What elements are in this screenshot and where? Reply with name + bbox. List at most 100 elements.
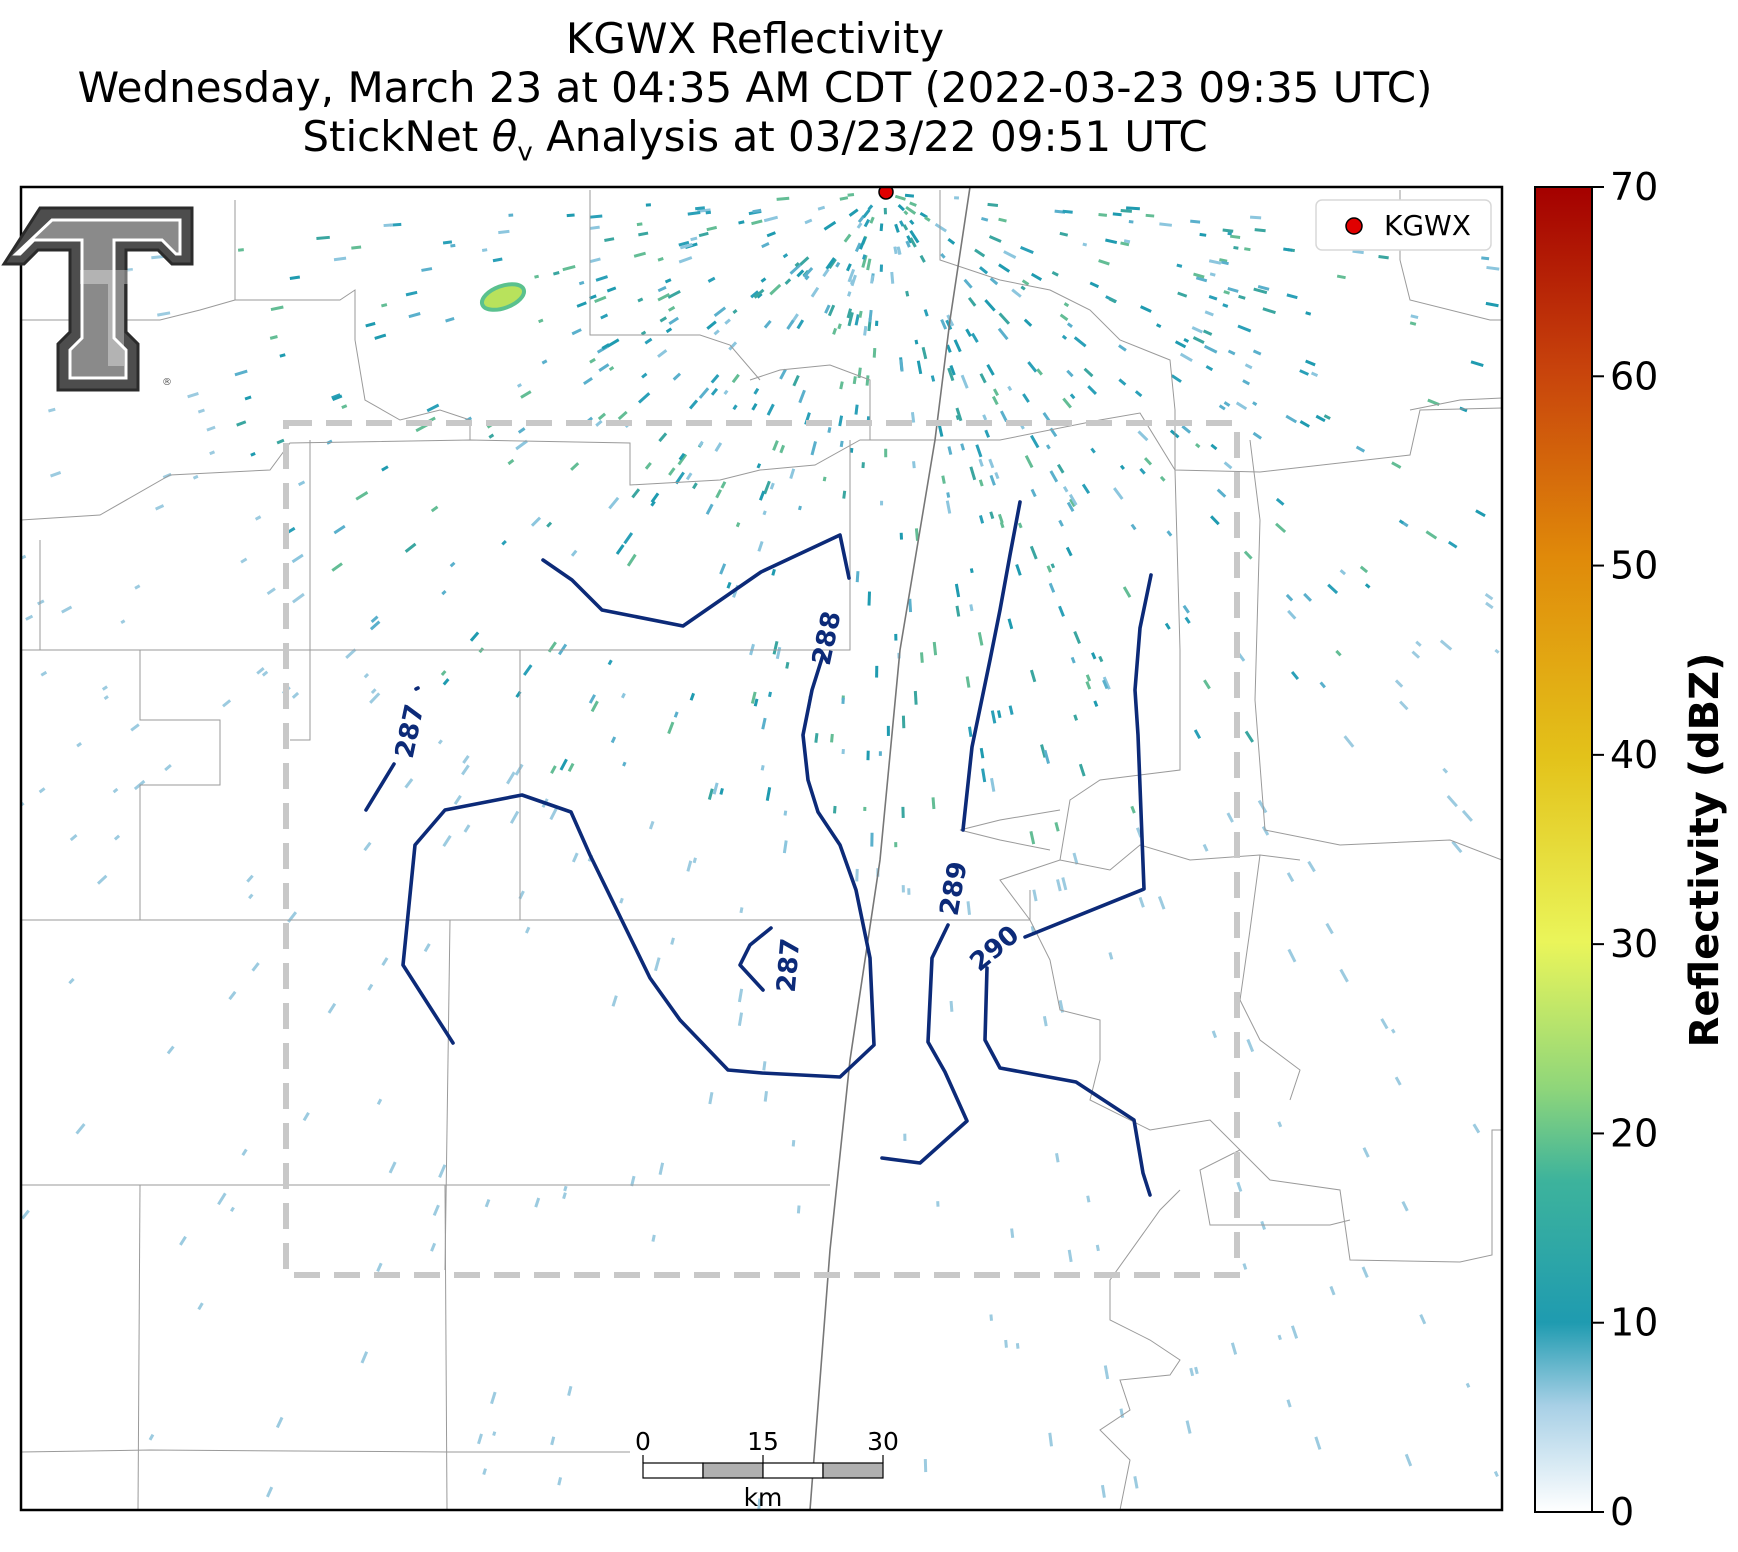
echo-gate xyxy=(275,1416,284,1429)
echo-gate xyxy=(404,778,414,789)
echo-gate xyxy=(381,303,388,308)
echo-gate xyxy=(668,316,680,326)
echo-gate xyxy=(157,311,171,317)
echo-gate xyxy=(912,461,916,469)
echo-gate xyxy=(667,290,681,299)
echo-gate xyxy=(520,390,532,399)
echo-gate xyxy=(769,283,782,296)
echo-gate xyxy=(445,316,455,323)
echo-gate xyxy=(953,339,962,353)
echo-gate xyxy=(997,513,1004,524)
echo-gate xyxy=(654,957,661,972)
echo-gate xyxy=(1339,968,1349,983)
echo-gate xyxy=(40,670,48,677)
echo-gate xyxy=(899,359,904,372)
echo-gate xyxy=(590,700,599,713)
echo-gate xyxy=(670,937,675,945)
echo-cell xyxy=(479,282,527,312)
echo-gate xyxy=(896,246,902,256)
echo-gate xyxy=(1275,522,1287,534)
echo-gate xyxy=(890,271,895,284)
echo-gate xyxy=(650,500,656,507)
echo-gate xyxy=(645,203,651,207)
echo-gate xyxy=(589,257,601,263)
contour-288 xyxy=(541,533,851,628)
echo-gate xyxy=(333,256,347,262)
echo-gate xyxy=(837,323,842,330)
echo-gate xyxy=(453,794,462,805)
echo-gate xyxy=(827,427,832,433)
echo-gate xyxy=(1361,1266,1369,1278)
echo-gate xyxy=(1126,206,1140,211)
echo-gate xyxy=(697,208,711,213)
echo-gate xyxy=(899,532,904,540)
echo-gate xyxy=(706,320,717,330)
echo-gate xyxy=(506,771,516,785)
echo-gate xyxy=(1235,401,1248,411)
echo-gate xyxy=(567,762,575,773)
echo-gate xyxy=(516,383,522,388)
echo-gate xyxy=(1119,1408,1125,1418)
echo-gate xyxy=(796,269,805,278)
echo-gate xyxy=(1192,336,1205,344)
echo-gate xyxy=(1222,303,1229,308)
echo-gate xyxy=(1277,1121,1283,1128)
echo-gate xyxy=(862,208,871,219)
echo-gate xyxy=(990,777,996,792)
echo-gate xyxy=(847,291,852,297)
echo-gate xyxy=(498,229,510,235)
scale-tick-0: 0 xyxy=(635,1427,651,1456)
echo-gate xyxy=(967,296,977,307)
echo-gate xyxy=(1056,879,1062,892)
echo-gate xyxy=(1100,1484,1106,1498)
echo-gate xyxy=(997,327,1009,341)
echo-gate xyxy=(595,419,603,427)
echo-gate xyxy=(270,305,284,312)
echo-gate xyxy=(441,589,447,596)
echo-gate xyxy=(761,717,767,730)
echo-gate xyxy=(134,584,141,590)
title-line-2: Wednesday, March 23 at 04:35 AM CDT (202… xyxy=(77,63,1433,112)
echo-gate xyxy=(1159,475,1166,482)
echo-gate xyxy=(1227,231,1232,236)
echo-gate xyxy=(756,292,763,299)
echo-gate xyxy=(870,275,875,284)
echo-gate xyxy=(841,748,845,755)
echo-gate xyxy=(1119,464,1125,470)
echo-gate xyxy=(931,797,936,810)
echo-gate xyxy=(638,231,649,237)
echo-gate xyxy=(893,246,898,255)
echo-gate xyxy=(552,271,560,276)
echo-gate xyxy=(998,263,1011,273)
echo-gate xyxy=(930,375,936,382)
echo-gate xyxy=(878,751,882,756)
echo-gate xyxy=(879,223,884,232)
echo-gate xyxy=(1054,209,1066,214)
echo-gate xyxy=(1137,430,1149,442)
echo-gate xyxy=(112,787,119,794)
echo-gate xyxy=(799,256,810,266)
echo-gate xyxy=(1030,272,1043,282)
echo-gate xyxy=(376,1098,383,1105)
echo-gate xyxy=(946,344,952,353)
echo-gate xyxy=(886,725,890,736)
echo-gate xyxy=(538,318,544,324)
echo-gate xyxy=(715,489,722,499)
echo-gate xyxy=(1051,271,1059,277)
echo-gate xyxy=(932,641,938,656)
echo-gate xyxy=(405,290,418,297)
echo-gate xyxy=(847,192,855,197)
echo-gate xyxy=(969,568,974,574)
echo-gate xyxy=(636,222,643,227)
echo-gate xyxy=(750,290,760,299)
echo-gate xyxy=(1221,260,1229,266)
echo-gate xyxy=(894,223,900,233)
echo-gate xyxy=(751,219,763,226)
echo-gate xyxy=(650,492,660,504)
echo-gate xyxy=(839,440,844,448)
echo-gate xyxy=(753,288,765,299)
echo-gate xyxy=(1244,363,1253,370)
echo-gate xyxy=(875,320,879,327)
echo-gate xyxy=(979,266,989,275)
echo-gate xyxy=(1098,655,1104,663)
